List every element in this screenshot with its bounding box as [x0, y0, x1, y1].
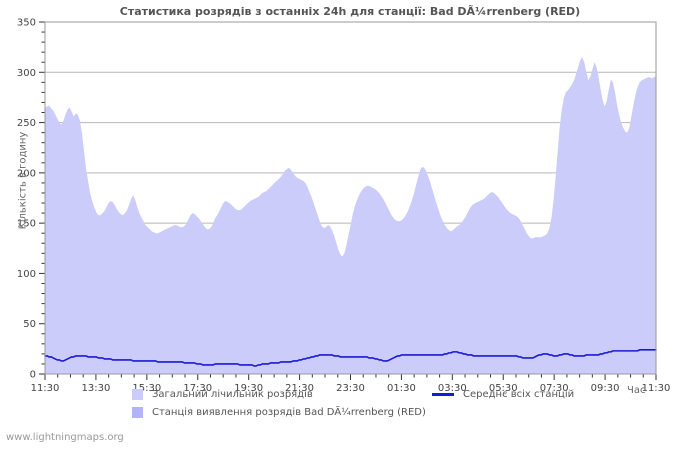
x-tick-label: 09:30	[591, 383, 620, 394]
y-tick-label: 150	[17, 219, 36, 230]
site-watermark: www.lightningmaps.org	[6, 432, 124, 443]
y-tick-label: 300	[17, 68, 36, 79]
y-tick-label: 100	[17, 269, 36, 280]
chart-title: Статистика розрядів з останніх 24h для с…	[119, 5, 581, 18]
x-tick-label: 15:30	[132, 383, 161, 394]
x-axis-label: Час	[627, 385, 646, 396]
x-tick-label: 03:30	[438, 383, 467, 394]
x-tick-label: 07:30	[540, 383, 569, 394]
y-axis-ticks: 0 50 100 150 200 250 300 350	[17, 18, 45, 381]
legend-label-total: Загальний лічильник розрядів	[152, 389, 313, 400]
line-path-average	[44, 349, 657, 367]
y-tick-label: 200	[17, 168, 36, 179]
plot-border	[44, 21, 657, 375]
x-tick-label: 13:30	[82, 383, 111, 394]
y-axis-label: Кількість в годину	[17, 131, 29, 230]
y-tick-label: 250	[17, 118, 36, 129]
plot-frame	[44, 21, 657, 375]
legend-item-average: Середнє всіх станцій	[432, 389, 574, 400]
legend-swatch-total	[132, 389, 143, 400]
legend-label-station: Станція виявлення розрядів Bad DÃ¼rrenbe…	[152, 407, 426, 418]
legend-item-station: Станція виявлення розрядів Bad DÃ¼rrenbe…	[132, 407, 426, 418]
x-tick-label: 05:30	[489, 383, 518, 394]
y-tick-label: 0	[30, 370, 36, 381]
x-tick-label: 11:30	[642, 383, 671, 394]
line-series-average	[44, 349, 657, 367]
area-path-total	[45, 57, 656, 374]
x-tick-label: 11:30	[31, 383, 60, 394]
legend-line-average	[432, 393, 454, 396]
legend-item-total: Загальний лічильник розрядів	[132, 389, 313, 400]
x-axis-ticks: 11:30 13:30 15:30 17:30 19:30 21:30 23:30 01:30…	[31, 374, 671, 394]
legend-swatch-station	[132, 407, 143, 418]
y-tick-label: 350	[17, 18, 36, 29]
x-tick-label: 23:30	[336, 383, 365, 394]
x-tick-label: 21:30	[285, 383, 314, 394]
y-tick-label: 50	[23, 319, 36, 330]
x-tick-label: 17:30	[183, 383, 212, 394]
area-series-total	[45, 57, 656, 374]
legend-label-average: Середнє всіх станцій	[463, 389, 575, 400]
x-tick-label: 19:30	[234, 383, 263, 394]
x-tick-label: 01:30	[387, 383, 416, 394]
chart-legend: Загальний лічильник розрядів Середнє всі…	[0, 389, 700, 425]
